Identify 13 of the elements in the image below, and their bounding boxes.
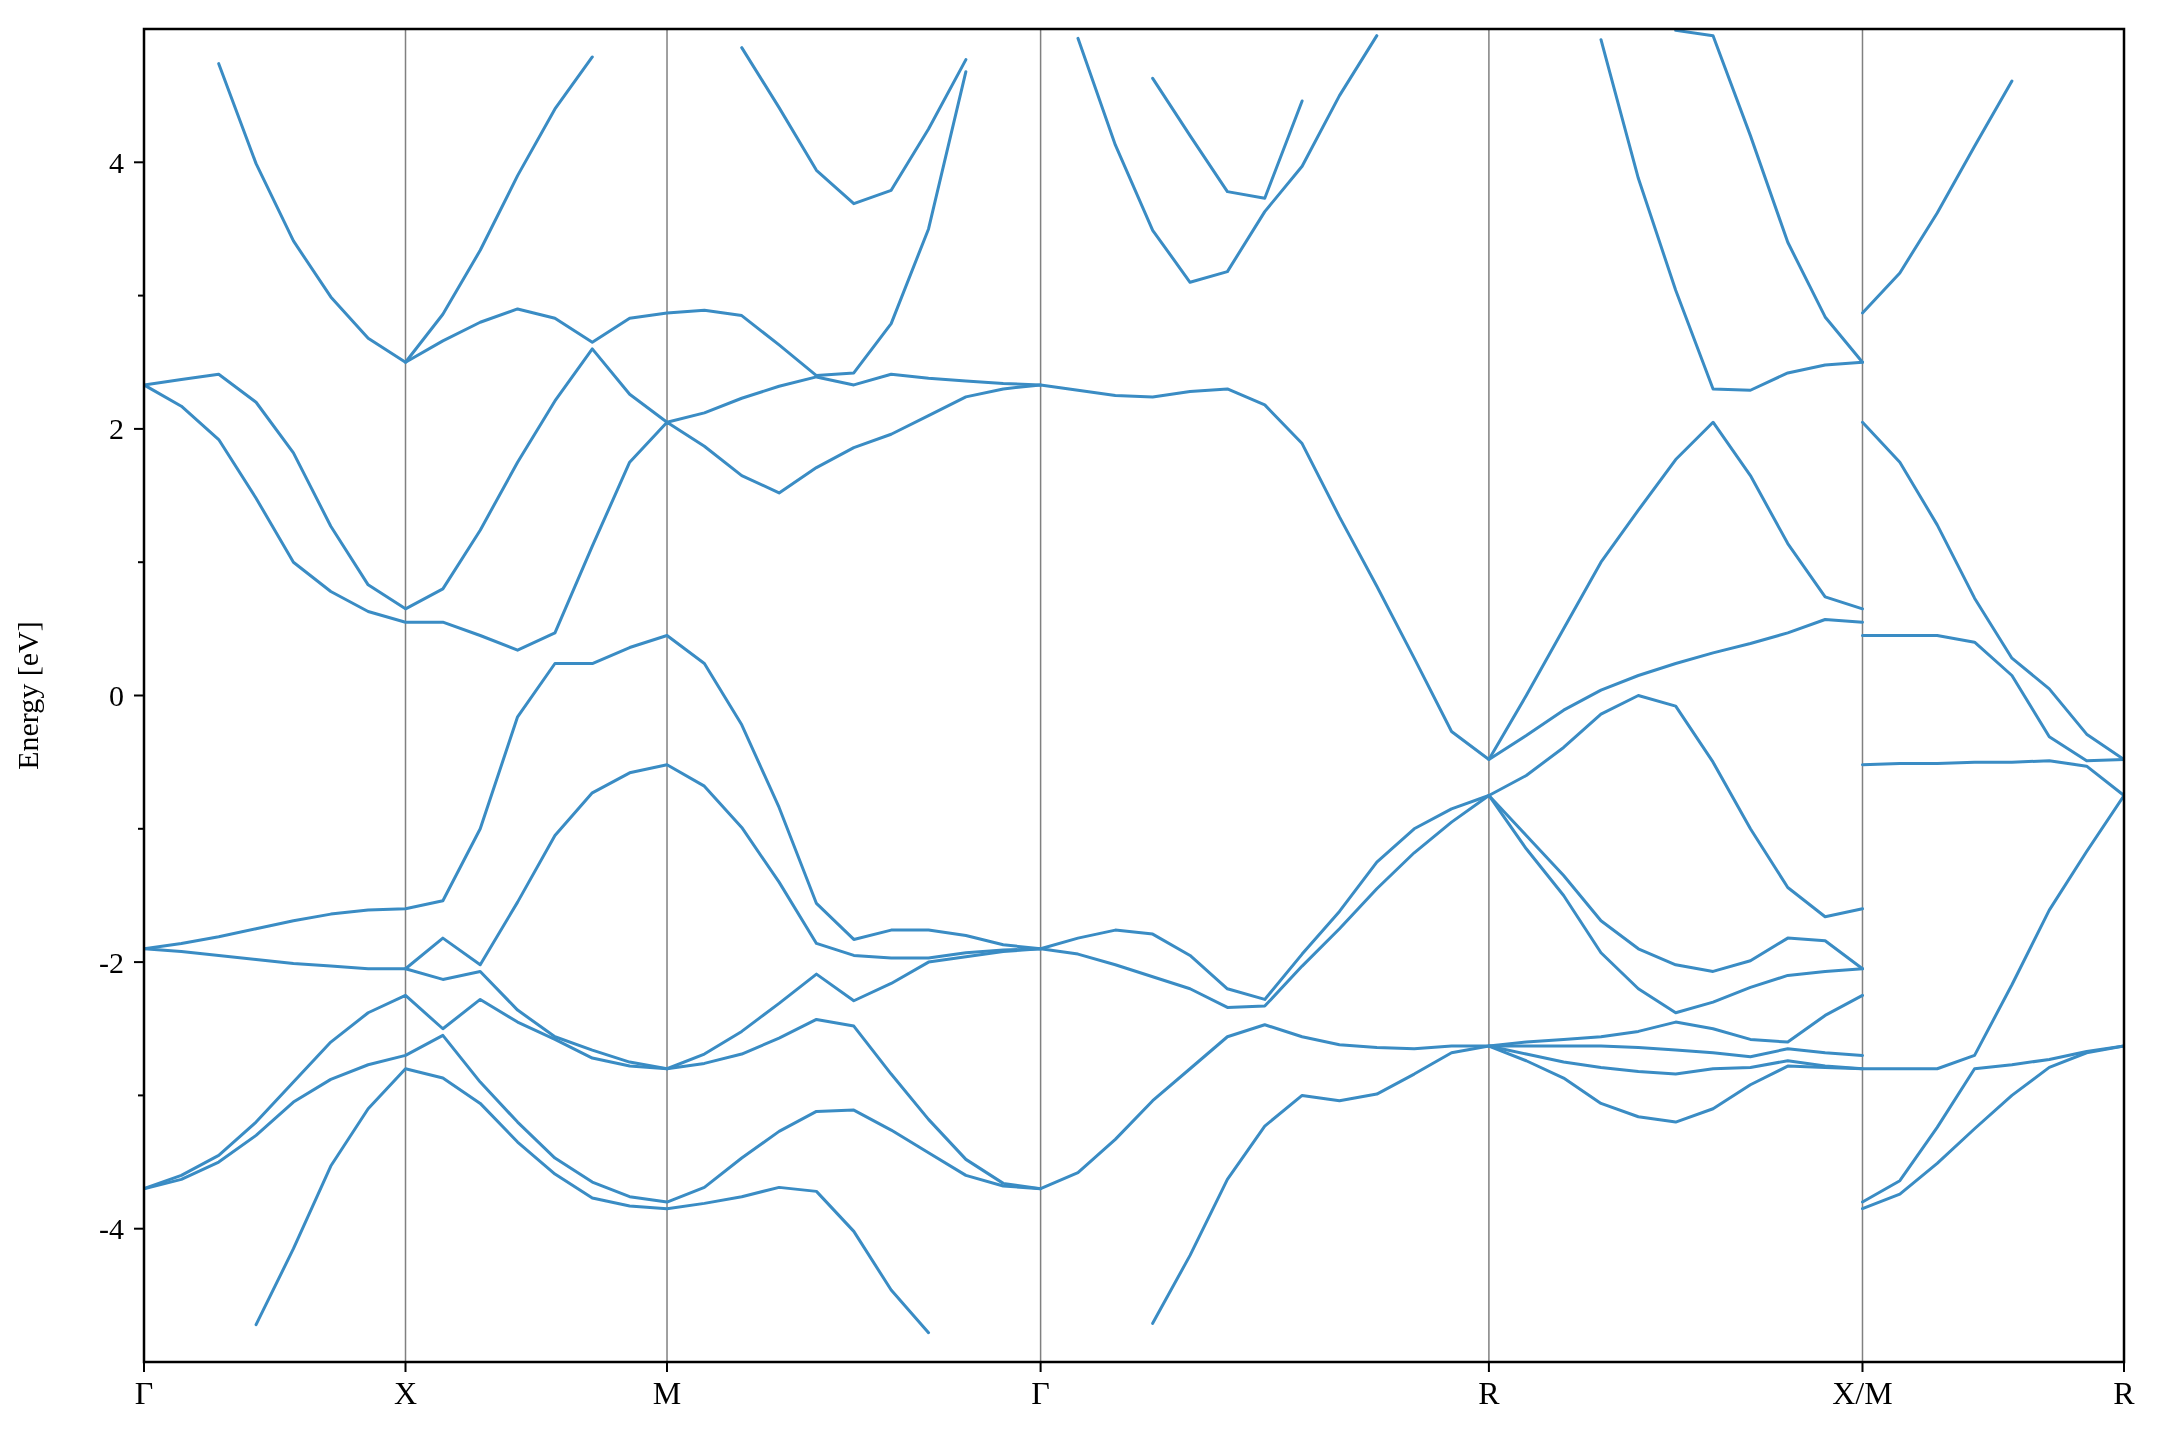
y-tick-label: 0 [109,679,124,712]
x-tick-label: R [2113,1375,2136,1411]
y-tick-label: -4 [99,1212,124,1246]
x-tick-label: M [652,1375,682,1411]
x-tick-label: X [393,1375,418,1411]
y-tick-label: 4 [109,145,124,179]
x-tick-label: Γ [1031,1375,1050,1411]
x-tick-label: R [1478,1375,1501,1411]
x-tick-label: X/M [1832,1375,1893,1411]
y-axis-title: Energy [eV] [11,621,44,770]
x-tick-label: Γ [134,1375,154,1411]
y-tick-label: 2 [109,412,124,446]
y-tick-label: -2 [99,945,124,979]
